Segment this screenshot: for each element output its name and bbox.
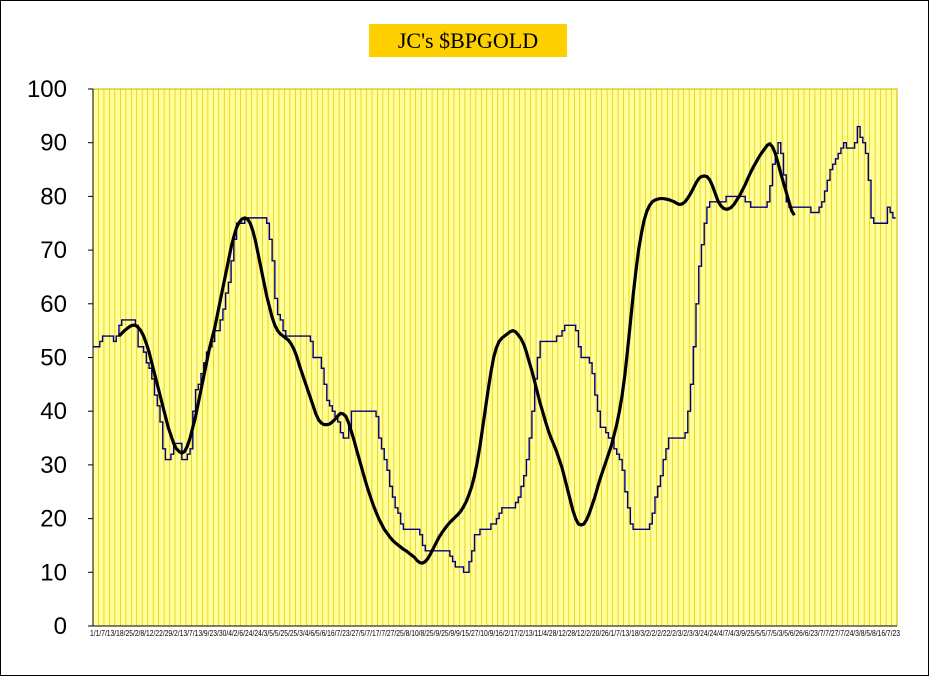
y-tick-label: 10: [40, 559, 67, 586]
y-tick-label: 60: [40, 291, 67, 318]
y-tick-label: 80: [40, 183, 67, 210]
gridlines: [92, 89, 892, 626]
chart-title-box: JC's $BPGOLD: [369, 24, 567, 57]
y-tick-label: 30: [40, 452, 67, 479]
y-tick-label: 0: [54, 613, 67, 640]
x-tick-labels: 1/1/7/13/18/25/2/8/12/22/29/2/13/7/13/9/…: [90, 629, 900, 638]
series-line-raw: [93, 125, 896, 573]
y-axis: 0 10 20 30 40 50 60 70 80 90 100: [27, 76, 94, 640]
x-axis: 1/1/7/13/18/25/2/8/12/22/29/2/13/7/13/9/…: [90, 625, 900, 638]
y-tick-label: 40: [40, 398, 67, 425]
y-tick-label: 20: [40, 506, 67, 533]
y-tick-label: 50: [40, 345, 67, 372]
y-tick-label: 70: [40, 237, 67, 264]
series-line-smoothed: [117, 142, 796, 565]
y-tick-label: 100: [27, 76, 67, 103]
y-tick-label: 90: [40, 130, 67, 157]
chart-title: JC's $BPGOLD: [397, 27, 539, 53]
